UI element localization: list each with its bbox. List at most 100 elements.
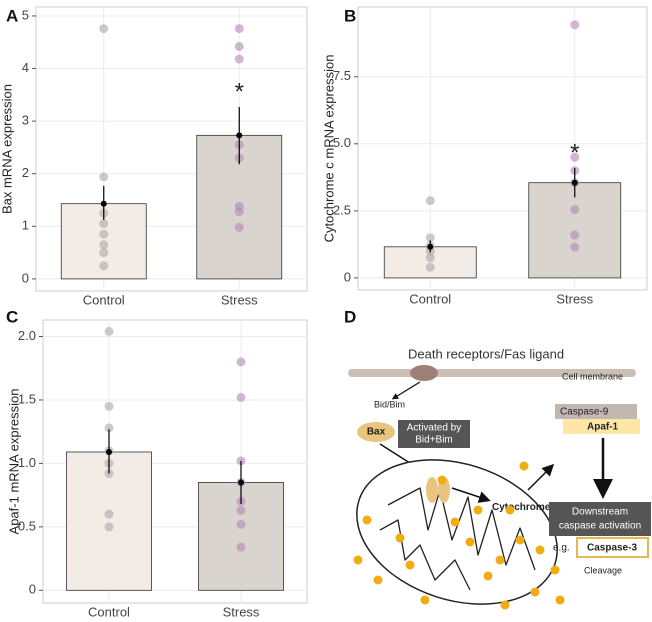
- label: Downstream: [572, 507, 628, 518]
- dot: [505, 505, 515, 515]
- x-tick-label: Stress: [221, 292, 258, 307]
- data-point: [570, 205, 580, 215]
- box: [563, 419, 640, 434]
- mean-point: [236, 132, 243, 139]
- y-tick-label: 5.0: [333, 135, 351, 150]
- data-point: [104, 522, 114, 532]
- bar: [528, 182, 622, 279]
- label: Bid/Bim: [374, 399, 405, 409]
- data-point: [99, 24, 109, 34]
- label: caspase activation: [559, 521, 641, 532]
- data-point: [425, 253, 435, 263]
- data-point: [99, 261, 109, 271]
- label: Bax: [367, 427, 386, 438]
- mitochondrion: [356, 459, 558, 605]
- y-tick-label: 5: [22, 7, 29, 22]
- data-point: [234, 41, 244, 51]
- data-point: [234, 207, 244, 217]
- dot: [405, 560, 415, 570]
- panel-label: D: [344, 307, 356, 326]
- data-point: [99, 240, 109, 250]
- y-tick-label: 0: [29, 582, 36, 597]
- dot: [373, 575, 383, 585]
- data-point: [236, 357, 246, 367]
- mean-point: [100, 200, 107, 207]
- label: Cleavage: [584, 565, 622, 575]
- data-point: [236, 542, 246, 552]
- dot: [495, 555, 505, 565]
- panel-label: B: [344, 6, 356, 25]
- label: Bid+Bim: [415, 435, 453, 446]
- dot: [450, 517, 460, 527]
- box: [398, 420, 470, 448]
- data-point: [104, 423, 114, 433]
- dot: [465, 537, 475, 547]
- significance-mark: *: [235, 78, 244, 105]
- panel-label: C: [6, 307, 18, 326]
- dot: [395, 533, 405, 543]
- diagram: D Death receptors/Fas ligand Cell membra…: [344, 307, 651, 610]
- data-point: [104, 326, 114, 336]
- y-tick-label: 4: [22, 60, 29, 75]
- arrow: [391, 381, 421, 400]
- box: [576, 537, 649, 558]
- box: [549, 502, 651, 536]
- label: Activated by: [407, 423, 461, 434]
- dot: [500, 600, 510, 610]
- mean-point: [571, 179, 578, 186]
- y-tick-label: 2: [22, 165, 29, 180]
- y-tick-label: 2.0: [18, 328, 36, 343]
- data-point: [104, 401, 114, 411]
- dot: [519, 461, 529, 471]
- data-point: [570, 152, 580, 162]
- dot: [483, 571, 493, 581]
- x-tick-label: Stress: [223, 604, 260, 619]
- arrow: [527, 463, 555, 491]
- y-tick-label: 1: [22, 218, 29, 233]
- label: Cell membrane: [562, 371, 623, 381]
- channel: [426, 477, 438, 503]
- data-point: [570, 230, 580, 240]
- data-point: [425, 196, 435, 206]
- y-tick-label: 2.5: [333, 202, 351, 217]
- data-point: [425, 233, 435, 243]
- data-point: [104, 509, 114, 519]
- label: Apaf-1: [587, 422, 619, 433]
- dot: [420, 595, 430, 605]
- y-tick-label: 1.0: [18, 455, 36, 470]
- x-tick-label: Control: [88, 604, 130, 619]
- mean-point: [106, 448, 112, 455]
- x-tick-label: Control: [409, 291, 451, 306]
- data-point: [99, 172, 109, 182]
- mean-point: [427, 243, 434, 250]
- data-point: [99, 248, 109, 258]
- dot: [530, 587, 540, 597]
- significance-mark: *: [570, 139, 579, 166]
- label: Caspase-9: [560, 407, 609, 418]
- y-tick-label: 3: [22, 113, 29, 128]
- dot: [515, 535, 525, 545]
- data-point: [236, 392, 246, 402]
- y-tick-label: 0.5: [18, 518, 36, 533]
- data-point: [234, 54, 244, 64]
- label: Death receptors/Fas ligand: [408, 346, 564, 361]
- dot: [555, 595, 565, 605]
- y-tick-label: 1.5: [18, 391, 36, 406]
- data-point: [570, 242, 580, 252]
- x-tick-label: Control: [83, 292, 125, 307]
- y-tick-label: 0: [22, 270, 29, 285]
- mean-point: [238, 479, 244, 486]
- data-point: [99, 229, 109, 239]
- dot: [535, 545, 545, 555]
- data-point: [99, 219, 109, 229]
- y-axis-label: Cytochrome c mRNA expression: [321, 55, 336, 243]
- data-point: [234, 222, 244, 232]
- box: [555, 404, 637, 419]
- label: Cytochrome: [492, 502, 551, 513]
- y-axis-label: Apaf-1 mRNA expression: [6, 389, 21, 535]
- y-tick-label: 7.5: [333, 68, 351, 83]
- y-axis-label: Bax mRNA expression: [0, 84, 14, 214]
- data-point: [236, 519, 246, 529]
- data-point: [234, 24, 244, 34]
- bax: [357, 422, 395, 442]
